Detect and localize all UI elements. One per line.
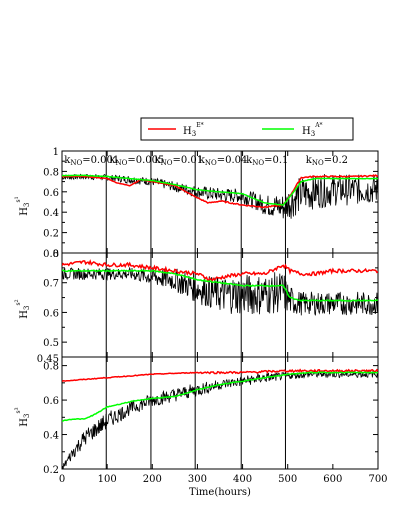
x-tick-label: 700 bbox=[368, 474, 387, 485]
phase-label-value: =0.01 bbox=[172, 155, 203, 166]
series-line-observed bbox=[62, 266, 378, 316]
y-top-label: 0.45 bbox=[37, 354, 59, 365]
phase-label-sub: NO bbox=[115, 159, 127, 167]
y-tick-label: 0 bbox=[53, 249, 59, 260]
phase-label-k: k bbox=[155, 155, 162, 166]
legend-item: H3E* bbox=[148, 122, 204, 138]
x-tick-label: 500 bbox=[278, 474, 297, 485]
phase-label-sub: NO bbox=[312, 159, 324, 167]
phase-label-k: k bbox=[109, 155, 116, 166]
y-tick-label: 0.8 bbox=[43, 362, 59, 373]
x-axis-label: Time(hours) bbox=[189, 487, 251, 498]
legend-label-base: H bbox=[302, 126, 311, 137]
y-axis-label-sup-index: 3 bbox=[14, 407, 20, 410]
phase-label: kNO=0.2 bbox=[306, 155, 348, 167]
y-axis-label: H3s2 bbox=[14, 299, 31, 318]
x-tick-label: 300 bbox=[188, 474, 207, 485]
x-tick-label: 100 bbox=[98, 474, 117, 485]
legend-box bbox=[140, 117, 354, 141]
legend-item: H3A* bbox=[262, 122, 323, 138]
y-tick-label: 0.4 bbox=[43, 431, 59, 442]
phase-label: kNO=0.1 bbox=[246, 155, 288, 167]
phase-label: kNO=0.005 bbox=[109, 155, 164, 167]
series-group bbox=[62, 173, 378, 219]
phase-label: kNO=0.001 bbox=[64, 155, 119, 167]
legend-label: H3E* bbox=[183, 122, 204, 138]
phase-label-sub: NO bbox=[70, 159, 82, 167]
phase-label: kNO=0.01 bbox=[155, 155, 204, 167]
phase-label-value: =0.1 bbox=[264, 155, 288, 166]
legend: H3E*H3A* bbox=[140, 117, 354, 141]
legend-label-sub: 3 bbox=[192, 130, 196, 138]
y-tick-label: 0.5 bbox=[43, 338, 59, 349]
phase-label-k: k bbox=[64, 155, 71, 166]
y-tick-label: 0.6 bbox=[43, 308, 59, 319]
y-axis-label-sup-index: 1 bbox=[14, 196, 20, 199]
y-tick-label: 0.8 bbox=[43, 249, 59, 260]
y-axis-label-sub: 3 bbox=[23, 306, 31, 310]
x-tick-label: 0 bbox=[59, 474, 65, 485]
y-axis-label-sup: s bbox=[15, 302, 22, 305]
series-line-observed bbox=[62, 173, 378, 219]
series-group bbox=[62, 368, 378, 469]
phase-label-value: =0.2 bbox=[324, 155, 348, 166]
y-tick-label: 0.2 bbox=[43, 229, 59, 240]
series-line-a-star bbox=[62, 269, 378, 302]
phase-label-sub: NO bbox=[161, 159, 173, 167]
y-axis-label: H3s1 bbox=[14, 196, 31, 215]
series-group bbox=[62, 259, 378, 316]
x-axis: 0 100 200 300 400 500 600 700 Time(hours) bbox=[59, 474, 388, 498]
series-line-e-star bbox=[62, 368, 378, 383]
phase-label-sub: NO bbox=[252, 159, 264, 167]
phase-label: kNO=0.04 bbox=[199, 155, 248, 167]
panel-2: 0.5 0.6 0.7 0.8 H3s2 bbox=[14, 249, 379, 358]
y-tick-label: 0.4 bbox=[43, 208, 59, 219]
phase-labels: kNO=0.001kNO=0.005kNO=0.01kNO=0.04kNO=0.… bbox=[64, 155, 348, 167]
y-axis-label-base: H bbox=[19, 418, 30, 427]
y-axis-label-sub: 3 bbox=[23, 203, 31, 207]
y-tick-label: 0.6 bbox=[43, 396, 59, 407]
phase-label-k: k bbox=[306, 155, 313, 166]
y-axis-label-base: H bbox=[19, 310, 30, 319]
y-tick-label: 0.2 bbox=[43, 465, 59, 476]
legend-label-sup: E* bbox=[196, 122, 203, 129]
y-tick-label: 1 bbox=[53, 147, 59, 158]
y-axis-label: H3s3 bbox=[14, 407, 31, 426]
y-axis-label-base: H bbox=[19, 207, 30, 216]
phase-label-value: =0.04 bbox=[217, 155, 248, 166]
x-tick-label: 400 bbox=[233, 474, 252, 485]
legend-label-sup: A* bbox=[314, 122, 322, 129]
y-tick-label: 0.7 bbox=[43, 279, 59, 290]
series-line-e-star bbox=[62, 174, 378, 209]
phase-label-value: =0.005 bbox=[127, 155, 164, 166]
series-line-a-star bbox=[62, 371, 378, 422]
y-axis-label-sup: s bbox=[15, 410, 22, 413]
y-axis-label-sub: 3 bbox=[23, 414, 31, 418]
phase-label-value: =0.001 bbox=[82, 155, 119, 166]
x-tick-label: 600 bbox=[323, 474, 342, 485]
phase-label-k: k bbox=[199, 155, 206, 166]
x-tick-label: 200 bbox=[143, 474, 162, 485]
series-line-observed bbox=[62, 370, 378, 469]
series-line-e-star bbox=[62, 259, 378, 283]
y-tick-label: 0.8 bbox=[43, 167, 59, 178]
legend-label-base: H bbox=[183, 126, 192, 137]
legend-label: H3A* bbox=[302, 122, 323, 138]
panel-frame bbox=[61, 356, 379, 470]
phase-label-sub: NO bbox=[205, 159, 217, 167]
phase-label-k: k bbox=[246, 155, 253, 166]
series-line-a-star bbox=[62, 174, 378, 206]
y-axis-label-sup: s bbox=[15, 199, 22, 202]
y-axis-label-sup-index: 2 bbox=[14, 299, 20, 302]
legend-label-sub: 3 bbox=[311, 130, 315, 138]
y-tick-label: 0.6 bbox=[43, 188, 59, 199]
